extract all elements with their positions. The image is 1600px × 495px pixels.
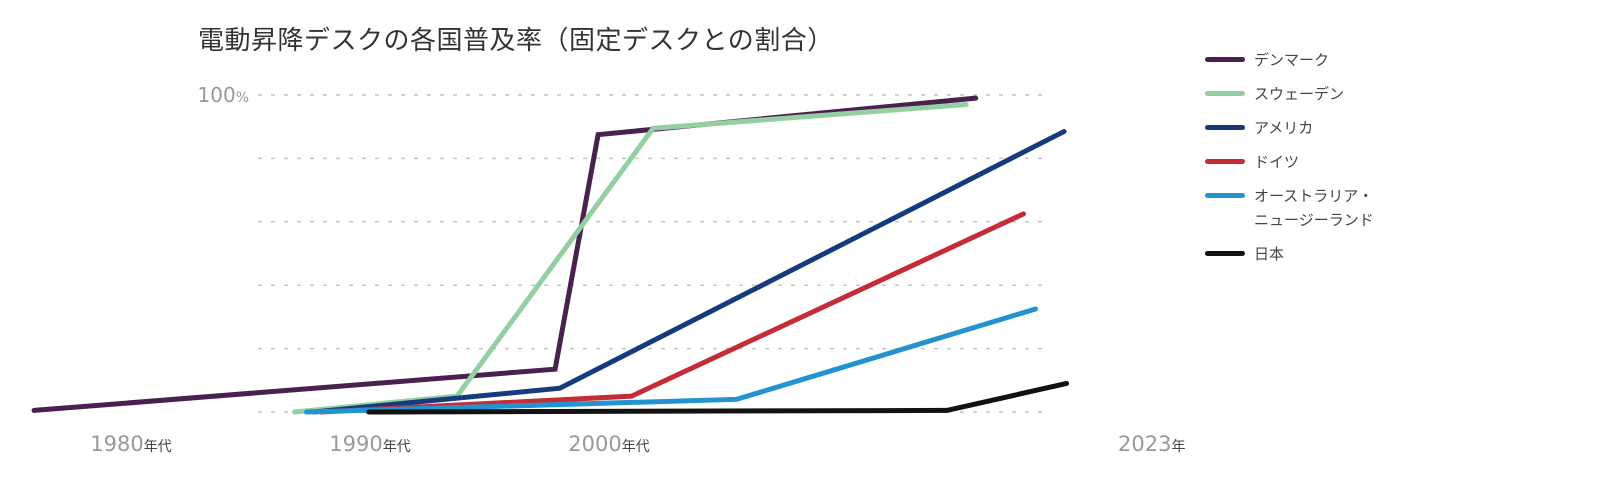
x-tick-label: 1980年代 <box>90 432 171 456</box>
y-tick-labels: 100% <box>198 83 250 107</box>
y-tick-label: 100% <box>198 83 250 107</box>
x-tick-label: 2000年代 <box>568 432 649 456</box>
legend-swatch <box>1205 91 1245 96</box>
legend-label: スウェーデン <box>1254 85 1345 103</box>
legend-label: オーストラリア・ ニュージーランド <box>1254 187 1374 229</box>
legend-swatch <box>1205 251 1245 256</box>
grid-lines <box>258 94 1048 413</box>
legend-label: デンマーク <box>1254 51 1330 69</box>
series-line-4 <box>318 211 1027 415</box>
series-line-1 <box>31 95 979 413</box>
x-tick-label: 2023年 <box>1118 432 1185 456</box>
legend-swatch <box>1205 159 1245 164</box>
series-lines <box>31 95 1070 415</box>
series-line-5 <box>304 306 1038 415</box>
chart-title: 電動昇降デスクの各国普及率（固定デスクとの割合） <box>198 26 834 56</box>
x-tick-label: 1990年代 <box>329 432 410 456</box>
legend-label: アメリカ <box>1254 119 1314 137</box>
legend-swatch <box>1205 193 1245 198</box>
legend-swatch <box>1205 57 1245 62</box>
series-line-2 <box>292 102 969 415</box>
legend-swatch <box>1205 125 1245 130</box>
series-line-6 <box>366 380 1070 415</box>
legend-label: ドイツ <box>1254 153 1300 171</box>
series-line-3 <box>311 128 1067 415</box>
legend-label: 日本 <box>1254 245 1285 263</box>
x-tick-labels: 1980年代 1990年代 2000年代 2023年 <box>90 432 1185 456</box>
